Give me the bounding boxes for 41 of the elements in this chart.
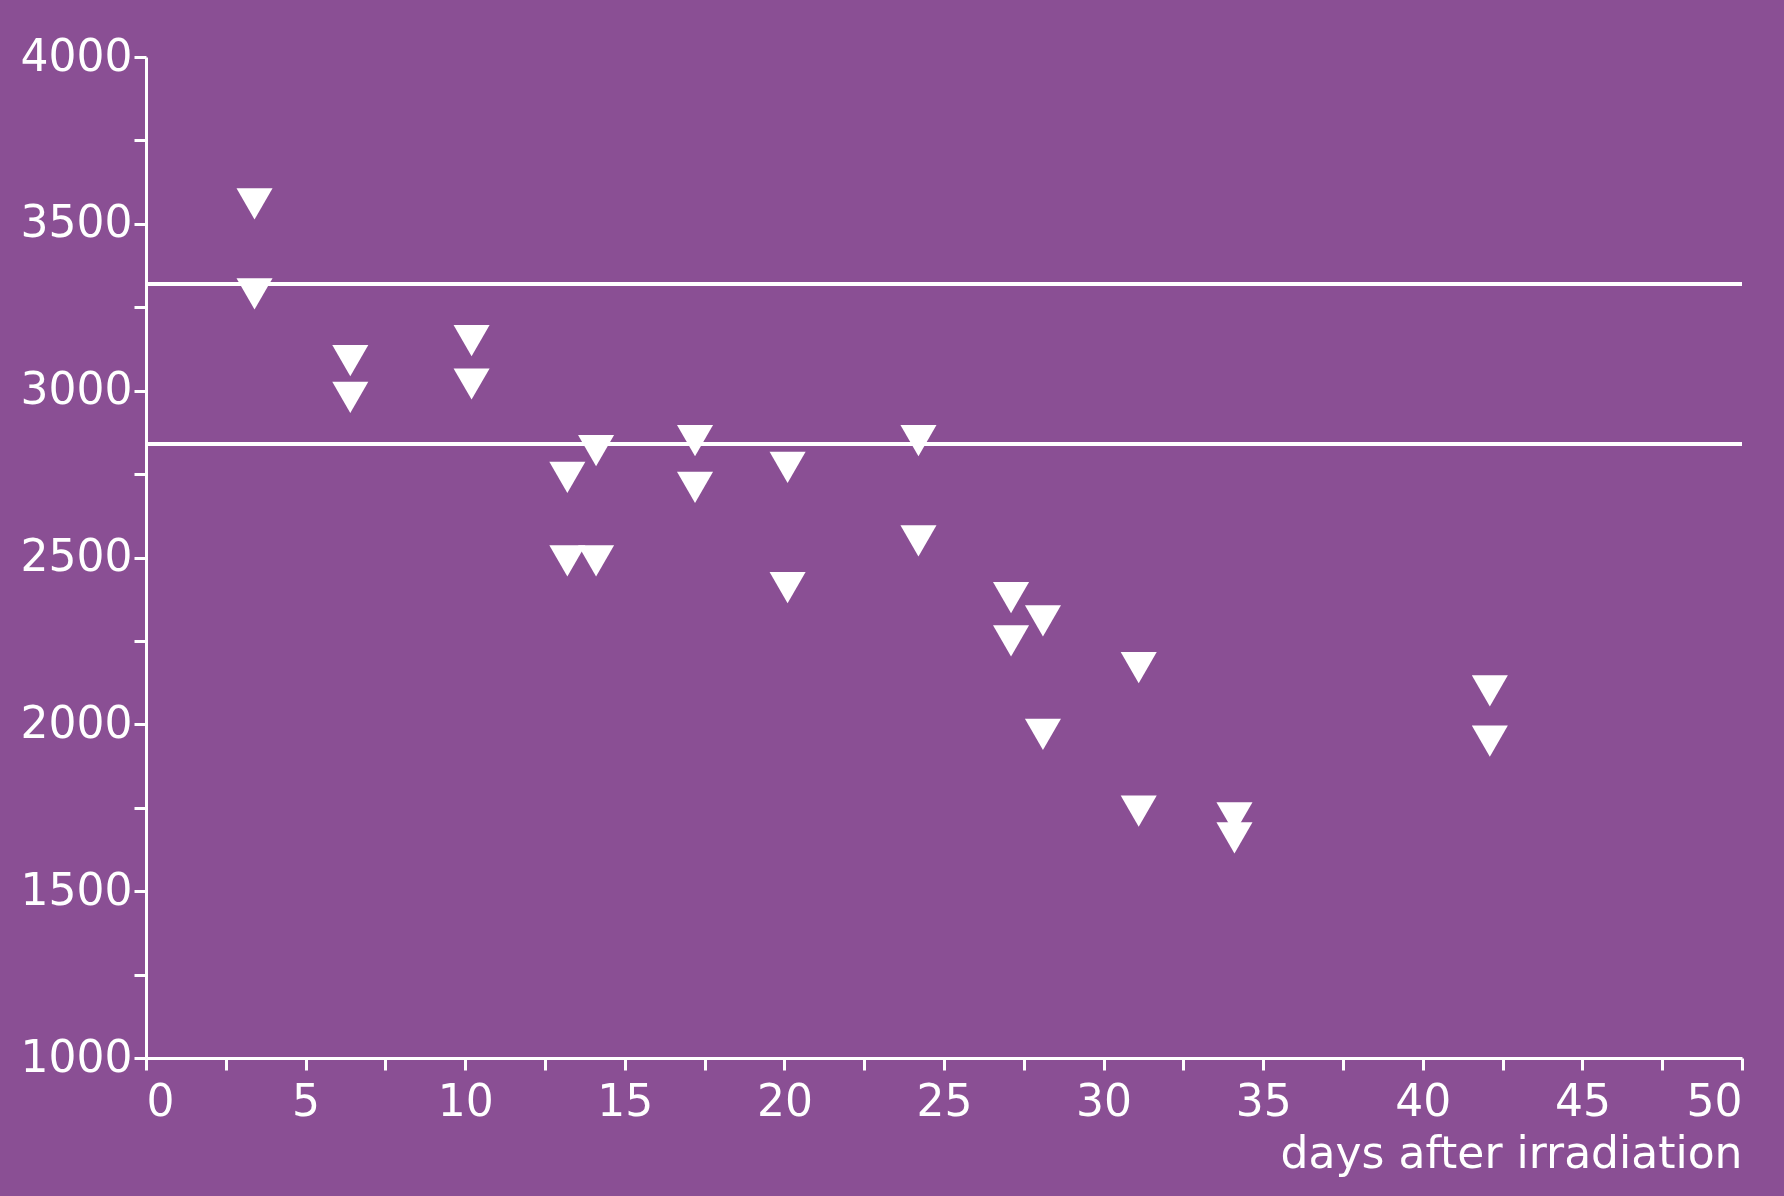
point <box>677 425 714 457</box>
point <box>1216 822 1253 854</box>
x-tick-label: 0 <box>146 1074 175 1126</box>
x-axis-title: days after irradiation <box>1280 1126 1743 1178</box>
x-tick-label: 5 <box>292 1074 321 1126</box>
point <box>993 625 1030 657</box>
point <box>1120 652 1157 684</box>
point <box>993 581 1030 614</box>
x-tick-label: 40 <box>1395 1074 1452 1126</box>
y-tick-label: 2000 <box>20 696 133 748</box>
point <box>1471 675 1508 707</box>
y-tick-label: 2500 <box>20 530 133 581</box>
point <box>549 461 586 494</box>
point <box>900 425 937 457</box>
y-tick-label: 4000 <box>20 29 133 81</box>
point <box>769 451 806 484</box>
x-tick-label: 35 <box>1235 1074 1292 1126</box>
point <box>677 471 714 504</box>
x-tick-label: 15 <box>597 1074 654 1126</box>
point <box>900 525 937 557</box>
y-tick-label: 1000 <box>20 1030 133 1082</box>
point <box>1024 605 1061 637</box>
x-tick-label: 50 <box>1686 1074 1743 1126</box>
x-tick-label: 20 <box>756 1074 813 1126</box>
point <box>578 545 615 577</box>
point <box>1024 718 1061 750</box>
x-tick-label: 10 <box>437 1074 494 1126</box>
point <box>236 188 273 220</box>
y-tick-label: 3000 <box>20 363 133 415</box>
point <box>453 325 490 357</box>
x-tick-label: 25 <box>916 1074 973 1126</box>
point <box>1120 795 1157 827</box>
point <box>1471 725 1508 757</box>
point <box>332 345 369 377</box>
y-tick-label: 1500 <box>20 863 133 915</box>
x-tick-label: 45 <box>1554 1074 1611 1126</box>
point <box>769 571 806 604</box>
x-tick-label: 30 <box>1076 1074 1133 1126</box>
point <box>453 368 490 400</box>
y-tick-label: 3500 <box>20 196 133 248</box>
point <box>332 381 369 413</box>
